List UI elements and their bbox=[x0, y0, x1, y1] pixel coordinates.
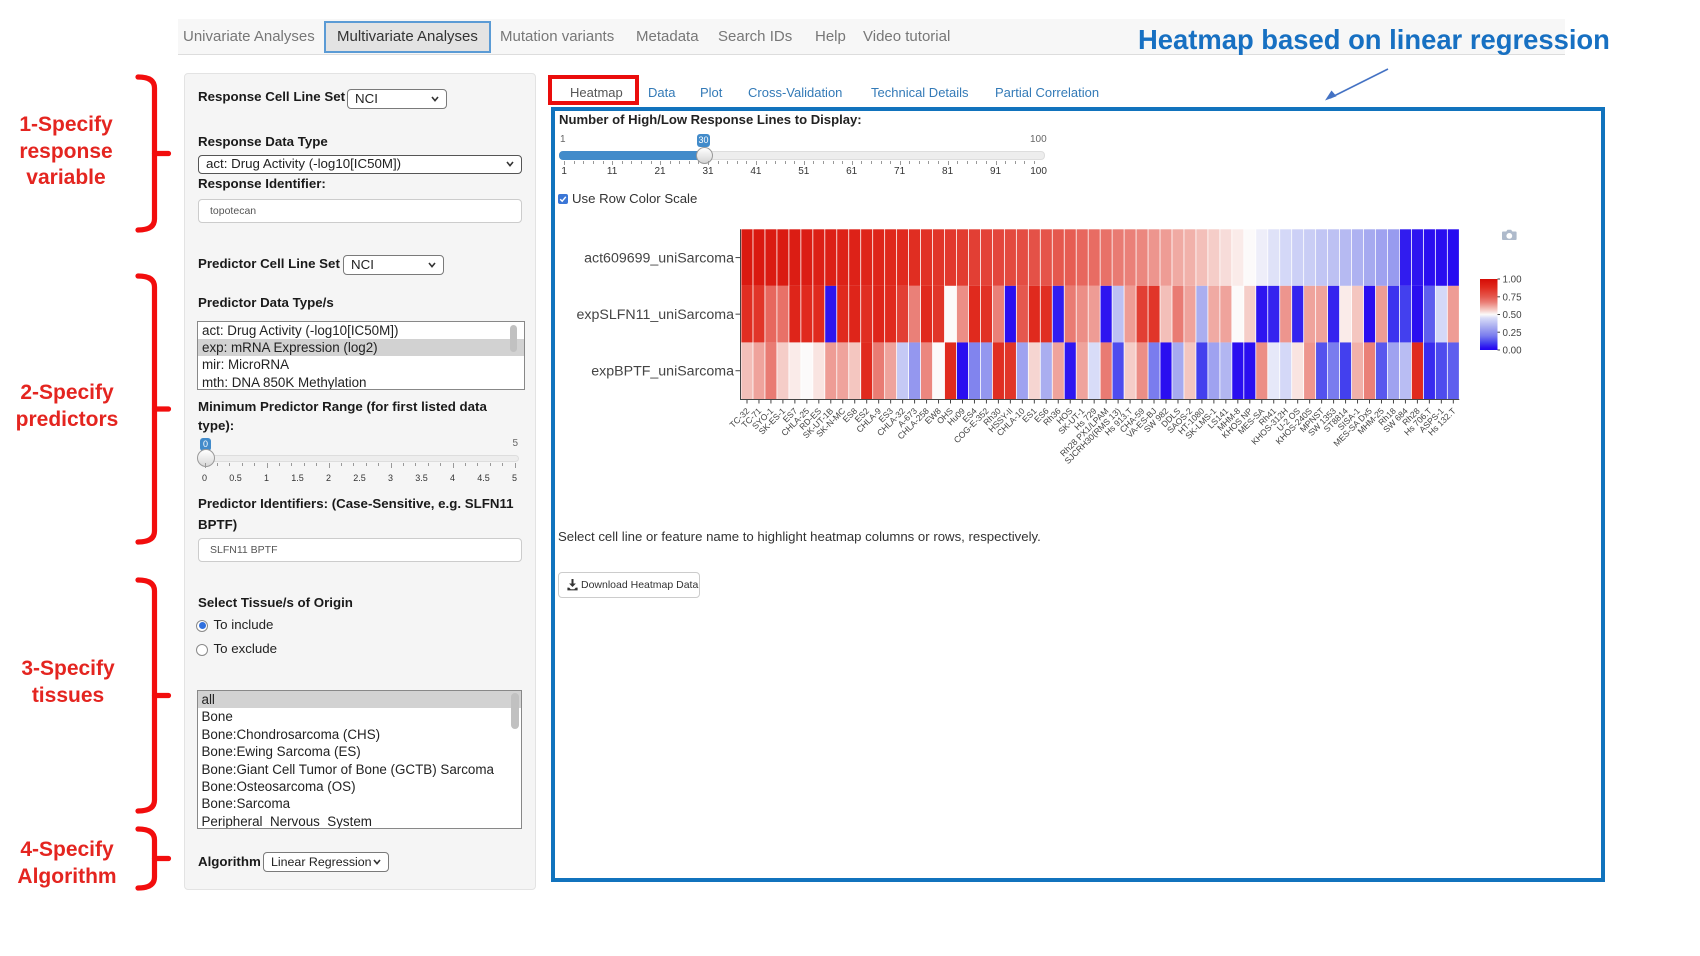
svg-text:0.00: 0.00 bbox=[1503, 346, 1523, 357]
svg-text:0.75: 0.75 bbox=[1503, 292, 1523, 303]
svg-text:expBPTF_uniSarcoma: expBPTF_uniSarcoma bbox=[591, 364, 734, 380]
svg-text:act609699_uniSarcoma: act609699_uniSarcoma bbox=[584, 250, 734, 266]
svg-text:0.50: 0.50 bbox=[1503, 310, 1523, 321]
svg-text:expSLFN11_uniSarcoma: expSLFN11_uniSarcoma bbox=[577, 307, 735, 323]
svg-text:0.25: 0.25 bbox=[1503, 328, 1523, 339]
svg-text:1.00: 1.00 bbox=[1503, 275, 1523, 286]
